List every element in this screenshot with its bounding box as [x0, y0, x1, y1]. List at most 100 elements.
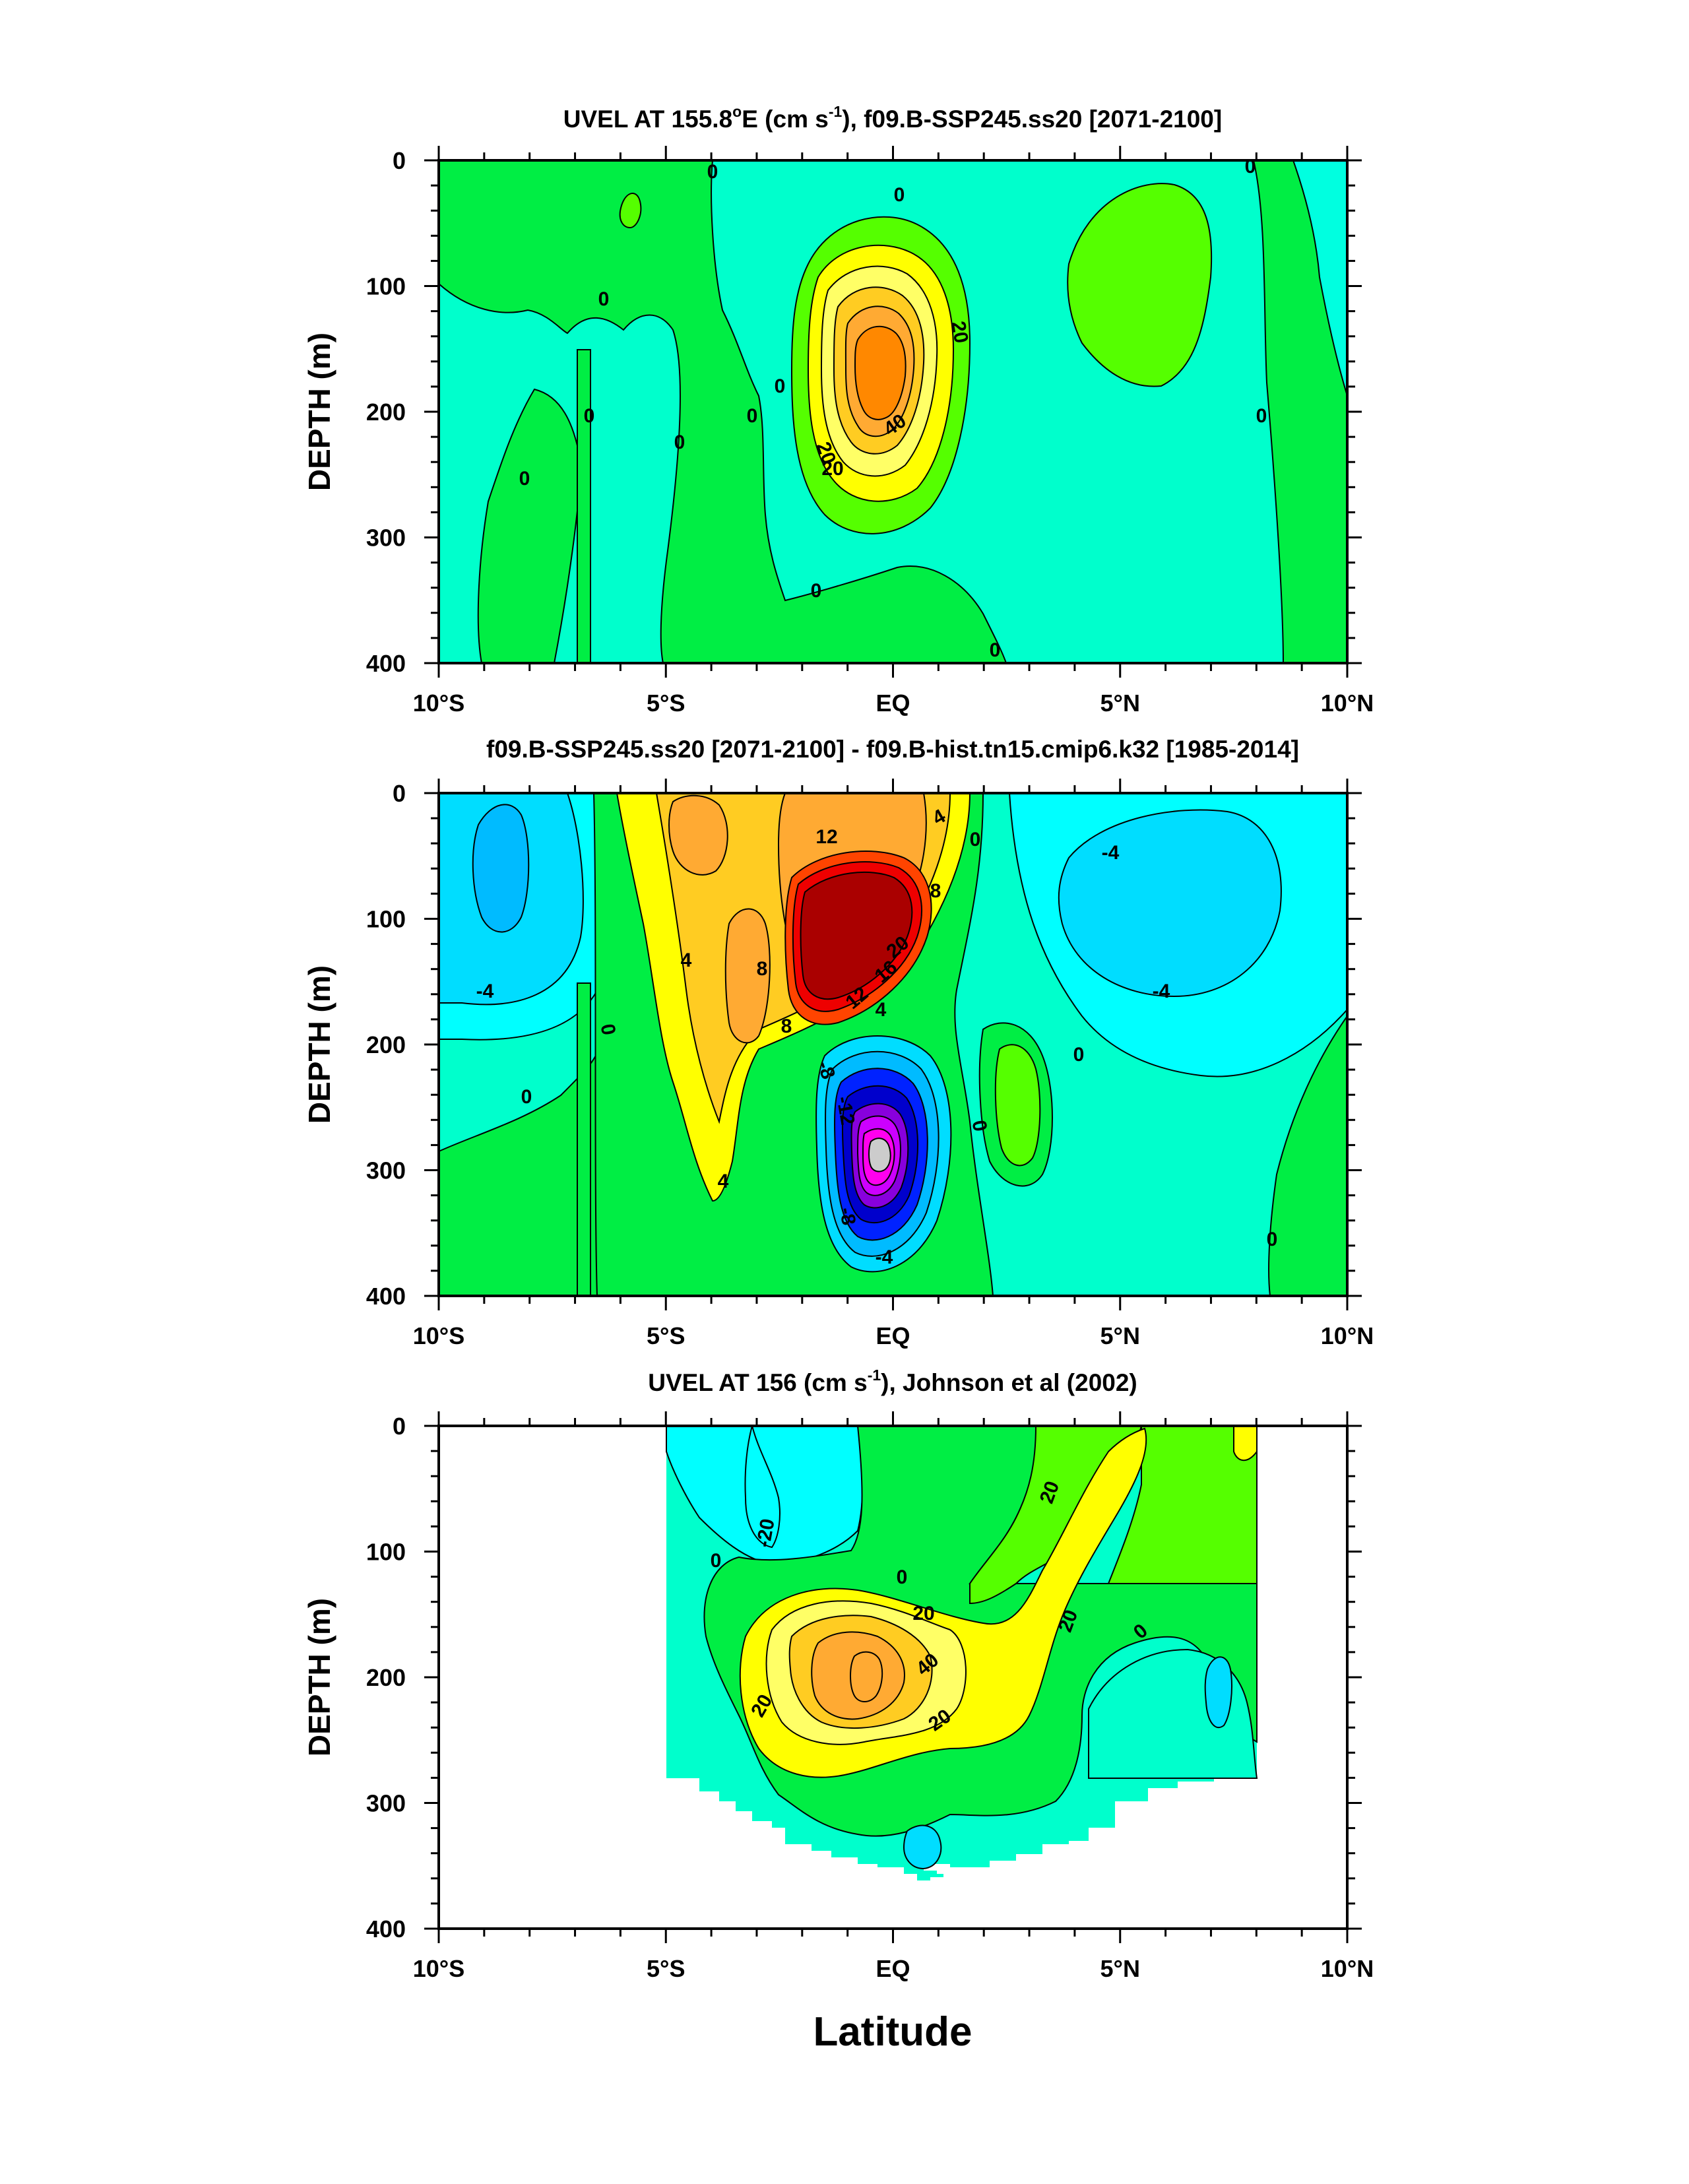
- y-tick-label: 0: [393, 1413, 406, 1440]
- panel-3-lime-east-region: [1107, 1426, 1258, 1584]
- y-tick-label: 300: [366, 525, 406, 552]
- y-tick-label: 400: [366, 1915, 406, 1943]
- x-tick-label: 10°N: [1321, 1322, 1374, 1349]
- panel-2-lightorange-south-region: [724, 908, 771, 1044]
- y-tick-label: 0: [393, 147, 406, 174]
- panel-1-contour-label: 0: [707, 161, 718, 183]
- panel-2-contour-label: 4: [681, 949, 692, 971]
- y-tick-label: 100: [366, 273, 406, 300]
- panel-1-contour-label: 0: [1245, 156, 1256, 177]
- panel-2-contour-label: -4: [876, 1246, 893, 1268]
- panel-3-contour-label: 20: [912, 1603, 934, 1624]
- panel-1-jet-orange-region: [854, 325, 907, 420]
- panel-1-contour-label: 0: [747, 405, 758, 427]
- panel-1-ylabel: DEPTH (m): [302, 333, 336, 491]
- panel-1-green-strip-region: [577, 349, 591, 663]
- panel-1-plot: 0 0 0 0 0 0 0 0 0 0 0 0 20 20 40 20: [439, 156, 1347, 663]
- panel-2-dark-red-region: [800, 871, 913, 1000]
- y-tick-label: 300: [366, 1157, 406, 1184]
- panel-1-cyan-east-region: [1292, 160, 1347, 397]
- panel-2-lightorange-region: [668, 794, 728, 876]
- panel-2-contour-label: 12: [815, 826, 837, 848]
- panel-3-contour-label: -20: [753, 1517, 779, 1549]
- panel-1-lime-blob-region: [1067, 183, 1213, 387]
- x-tick-label: 5°N: [1100, 690, 1140, 717]
- panel-2-contour-label: 4: [876, 999, 887, 1021]
- x-tick-label: EQ: [876, 690, 910, 717]
- panel-1-contour-label: 20: [947, 319, 972, 345]
- panel-2-plot: 12 4 8 0 -4 4 8 8 20 16 12 4 -4 -4 0 0 0…: [439, 793, 1347, 1296]
- y-tick-label: 200: [366, 399, 406, 426]
- x-tick-label: 10°S: [413, 1322, 464, 1349]
- panel-3: UVEL AT 156 (cm s-1), Johnson et al (200…: [302, 1366, 1374, 1982]
- panel-1-contour-label: 0: [990, 639, 1001, 661]
- panel-3-contour-label: 0: [897, 1566, 908, 1588]
- y-tick-label: 100: [366, 906, 406, 933]
- panel-2-east-edge-green-region: [1268, 1015, 1347, 1296]
- x-tick-label: EQ: [876, 1322, 910, 1349]
- x-tick-label: 10°N: [1321, 1955, 1374, 1982]
- y-tick-label: 100: [366, 1539, 406, 1566]
- panel-2-contour-label: -4: [1153, 980, 1170, 1002]
- y-tick-label: 400: [366, 650, 406, 677]
- panel-1-cyan-west-region: [439, 160, 681, 663]
- panel-2-east-sky-region: [1058, 809, 1282, 998]
- panel-3-yellow-edge-region: [1233, 1426, 1258, 1461]
- panel-2-west-blue-region: [472, 804, 530, 933]
- x-tick-label: 10°N: [1321, 690, 1374, 717]
- panel-1-contour-label: 0: [584, 405, 595, 427]
- y-tick-label: 0: [393, 780, 406, 807]
- panel-2-contour-label: 0: [596, 1022, 620, 1037]
- panel-3-sky-southeast-region: [1204, 1656, 1232, 1729]
- panel-2-contour-label: 0: [968, 1118, 991, 1133]
- panel-2-contour-label: 8: [757, 958, 768, 980]
- y-tick-label: 200: [366, 1664, 406, 1691]
- panel-1-contour-label: 0: [811, 580, 822, 602]
- panel-1-contour-label: 0: [894, 184, 905, 206]
- panel-2-contour-label: 8: [930, 880, 941, 902]
- x-tick-label: 10°S: [413, 1955, 464, 1982]
- x-tick-label: 5°S: [647, 1322, 685, 1349]
- panel-2-contour-label: -4: [1102, 842, 1120, 864]
- y-tick-label: 300: [366, 1790, 406, 1817]
- panel-2-east-lime-region: [994, 1044, 1041, 1167]
- panel-3-sky-south-region: [903, 1824, 942, 1870]
- panel-1: UVEL AT 155.8oE (cm s-1), f09.B-SSP245.s…: [302, 103, 1374, 717]
- x-tick-label: 10°S: [413, 690, 464, 717]
- x-tick-label: 5°N: [1100, 1322, 1140, 1349]
- panel-2-title: f09.B-SSP245.ss20 [2071-2100] - f09.B-hi…: [486, 736, 1299, 763]
- y-tick-label: 200: [366, 1031, 406, 1058]
- panel-3-cyan-blob-region: [744, 1426, 781, 1549]
- panel-2-ylabel: DEPTH (m): [302, 965, 336, 1124]
- panel-3-orange-jet-region: [850, 1651, 883, 1702]
- panel-1-contour-label: 0: [1256, 405, 1267, 427]
- panel-1-contour-label: 0: [775, 375, 786, 397]
- panel-2-contour-label: -8: [835, 1205, 860, 1227]
- panel-2: f09.B-SSP245.ss20 [2071-2100] - f09.B-hi…: [302, 736, 1374, 1349]
- panel-2-contour-label: 0: [970, 829, 981, 851]
- panel-2-contour-label: 8: [781, 1015, 792, 1037]
- panel-1-title: UVEL AT 155.8oE (cm s-1), f09.B-SSP245.s…: [563, 103, 1222, 133]
- panel-2-contour-label: 0: [1267, 1229, 1278, 1250]
- x-axis-title: Latitude: [813, 2009, 972, 2055]
- panel-1-contour-label: 0: [598, 288, 610, 310]
- panel-2-green-strip-region: [577, 982, 591, 1296]
- y-tick-label: 400: [366, 1283, 406, 1310]
- panel-1-small-lime-region: [619, 193, 642, 229]
- panel-3-title: UVEL AT 156 (cm s-1), Johnson et al (200…: [648, 1366, 1137, 1396]
- panel-2-contour-label: 4: [718, 1171, 729, 1192]
- panel-1-contour-label: 0: [674, 432, 685, 453]
- x-tick-label: 5°S: [647, 1955, 685, 1982]
- panel-2-contour-label: -4: [476, 980, 494, 1002]
- panel-2-contour-label: 0: [521, 1086, 532, 1108]
- panel-3-plot: -20 0 20 0 20 40 20 20 20 0: [439, 1426, 1347, 1929]
- panel-3-ylabel: DEPTH (m): [302, 1598, 336, 1756]
- panel-3-contour-label: 0: [711, 1550, 722, 1572]
- panel-2-gray-core-region: [868, 1138, 891, 1172]
- x-tick-label: 5°N: [1100, 1955, 1140, 1982]
- panel-1-contour-label: 0: [519, 468, 530, 490]
- panel-2-contour-label: 0: [1073, 1044, 1085, 1066]
- x-tick-label: 5°S: [647, 690, 685, 717]
- panel-2-contour-label: -12: [832, 1095, 858, 1126]
